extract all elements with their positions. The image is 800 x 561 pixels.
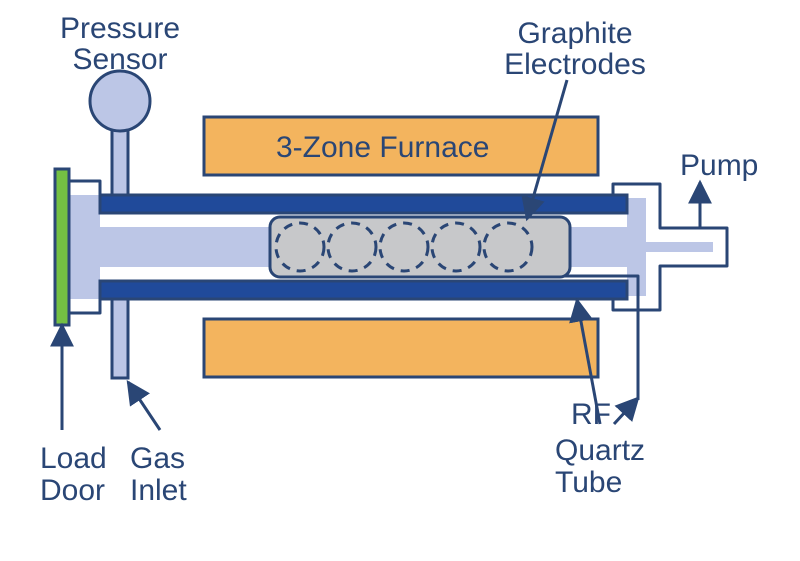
label-gas-inlet-1: Gas — [130, 442, 185, 475]
label-pressure-sensor-2: Sensor — [72, 43, 167, 76]
label-load-door-2: Door — [40, 474, 105, 507]
label-pressure-sensor-1: Pressure — [60, 12, 180, 45]
label-graphite-1: Graphite — [517, 17, 632, 50]
gas-inlet-pipe — [112, 299, 128, 378]
pressure-sensor-bulb — [90, 71, 150, 131]
furnace-diagram: Pressure Sensor 3-Zone Furnace Graphite … — [0, 0, 800, 561]
furnace-bottom — [204, 319, 598, 377]
load-door — [55, 169, 69, 325]
label-graphite-2: Electrodes — [504, 48, 646, 81]
graphite-electrode-holder — [270, 217, 570, 277]
label-gas-inlet-2: Inlet — [130, 474, 187, 507]
label-quartz-1: Quartz — [555, 434, 645, 467]
label-load-door-1: Load — [40, 442, 107, 475]
pointer-gas-inlet — [128, 382, 160, 430]
pointer-rf — [614, 398, 638, 424]
quartz-tube-top — [100, 195, 627, 213]
label-furnace: 3-Zone Furnace — [276, 131, 489, 164]
quartz-tube-bottom — [100, 281, 627, 299]
label-quartz-2: Tube — [555, 466, 622, 499]
label-rf: RF — [571, 398, 611, 431]
label-pump: Pump — [680, 149, 758, 182]
